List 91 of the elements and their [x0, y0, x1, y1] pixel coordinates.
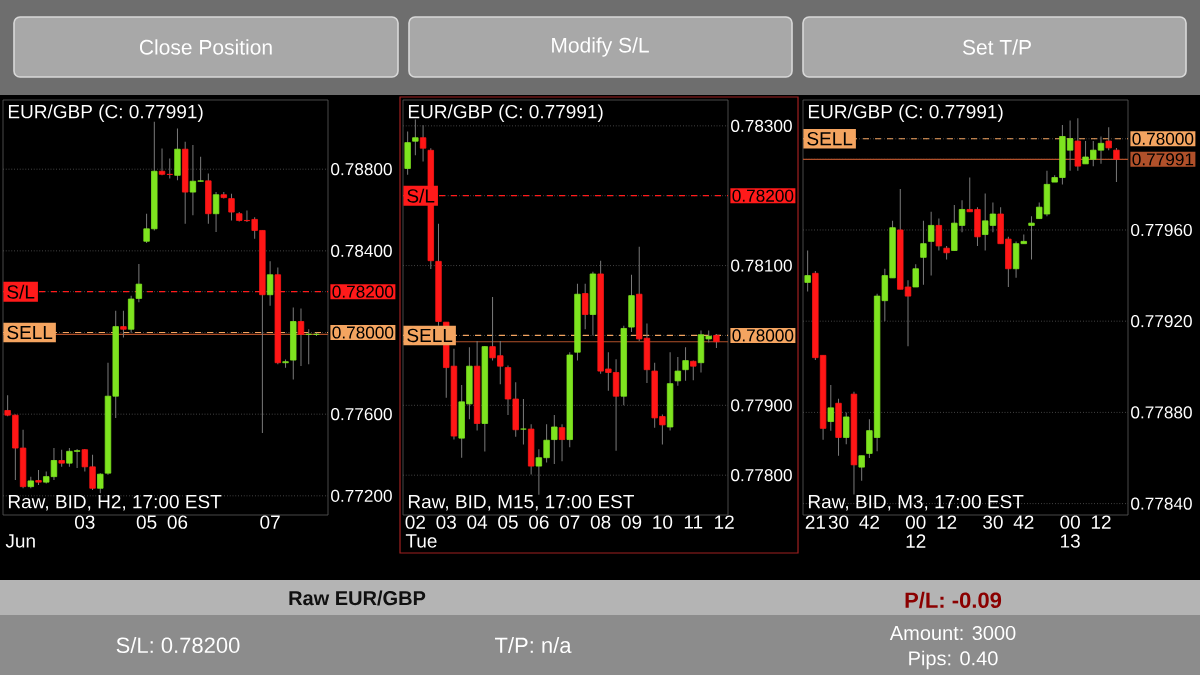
x-tick-label: 06: [167, 515, 188, 529]
annotation: Raw, BID, M3, 17:00 EST: [808, 494, 1024, 511]
x-tick-label: 00: [1060, 515, 1080, 529]
y-tick-label: 0.77600: [331, 408, 392, 421]
y-tick-label: 0.78100: [731, 259, 792, 272]
text: Modify S/L: [552, 37, 649, 57]
y-tick-label: 0.77200: [331, 489, 392, 502]
candlestick: [935, 218, 943, 251]
x-tick-label: 02: [405, 515, 425, 529]
text: Pips: 0.40: [909, 650, 998, 670]
ref-line-label: S/L: [7, 284, 35, 299]
candlestick: [920, 220, 927, 286]
candlestick: [674, 356, 682, 387]
text: 12: [906, 534, 926, 548]
candlestick: [582, 283, 589, 330]
x-tick-label: 12: [715, 515, 734, 529]
text: Amount: 3000: [889, 625, 1016, 641]
candlestick: [520, 398, 527, 445]
x-tick-label: 21: [805, 515, 825, 529]
y-tick-label: 0.77840: [1131, 497, 1192, 510]
y-tick-label: 0.78200: [732, 189, 794, 202]
candlestick: [1105, 126, 1112, 151]
text: Close Position: [139, 39, 272, 55]
candlestick: [1113, 147, 1120, 183]
candlestick: [551, 414, 558, 465]
y-tick-label: 0.78000: [1132, 132, 1194, 145]
candlestick: [419, 124, 427, 162]
candlestick: [212, 191, 220, 233]
candlestick: [228, 193, 235, 221]
candlestick: [927, 211, 935, 277]
annotation: Raw, BID, M15, 17:00 EST: [408, 494, 634, 511]
y-tick-label: 0.77900: [731, 399, 792, 412]
x-tick-label: 12: [1091, 515, 1111, 529]
x-axis-title: Jun: [5, 534, 35, 548]
x-tick-label: 05: [136, 515, 157, 529]
chart-title: EUR/GBP (C: 0.77991): [808, 104, 1003, 123]
text: T/P: n/a: [494, 636, 572, 654]
candlestick: [843, 411, 850, 445]
candlestick: [412, 119, 419, 156]
candlestick: [120, 310, 127, 339]
x-tick-label: 03: [436, 515, 456, 529]
y-tick-label: 0.77880: [1131, 406, 1192, 419]
text: Set T/P: [962, 39, 1031, 55]
candlestick: [1028, 215, 1035, 261]
y-tick-label: 0.78000: [332, 326, 394, 339]
x-axis-title: Tue: [405, 534, 437, 548]
x-tick-label: 42: [1013, 515, 1034, 529]
candlestick: [266, 260, 274, 307]
x-tick-label: 11: [684, 515, 703, 529]
text: P/L: -0.09: [905, 591, 1002, 609]
candlestick: [827, 384, 834, 432]
x-tick-label: 09: [621, 515, 642, 529]
annotation: Raw, BID, H2, 17:00 EST: [8, 494, 222, 511]
x-tick-label: 10: [653, 515, 673, 529]
text: S/L: 0.78200: [116, 636, 240, 654]
x-tick-label: 30: [828, 515, 849, 529]
x-tick-label: 03: [75, 515, 95, 529]
ref-line-label: SELL: [7, 325, 53, 340]
ref-line-label: S/L: [407, 188, 435, 203]
y-tick-label: 0.78300: [731, 119, 792, 132]
chart-title: EUR/GBP (C: 0.77991): [408, 104, 603, 123]
y-tick-label: 0.77920: [1131, 315, 1192, 328]
x-tick-label: 06: [529, 515, 549, 529]
candlestick: [912, 263, 919, 288]
x-tick-label: 05: [498, 515, 518, 529]
candlestick: [558, 423, 566, 462]
candlestick: [804, 250, 811, 293]
text: Raw EUR/GBP: [289, 590, 426, 606]
y-tick-label: 0.77800: [731, 469, 792, 482]
x-tick-label: 07: [559, 515, 580, 529]
chart-title: EUR/GBP (C: 0.77991): [8, 104, 203, 123]
y-tick-label: 0.78200: [332, 285, 394, 298]
ref-line-label: SELL: [407, 328, 453, 343]
x-tick-label: 00: [905, 515, 926, 529]
y-tick-label: 0.78400: [331, 244, 392, 257]
y-tick-label: 0.78000: [732, 329, 794, 342]
candlestick: [297, 307, 305, 367]
candlestick: [682, 346, 689, 382]
y-tick-label: 0.77991: [1132, 153, 1194, 166]
x-tick-label: 07: [260, 515, 280, 529]
candlestick: [858, 455, 865, 482]
candlestick: [97, 472, 104, 494]
text: 13: [1060, 534, 1080, 548]
y-tick-label: 0.78800: [331, 163, 392, 176]
x-tick-label: 08: [590, 515, 611, 529]
y-tick-label: 0.77960: [1131, 223, 1192, 237]
x-tick-label: 42: [859, 515, 880, 529]
x-tick-label: 04: [467, 515, 488, 529]
x-tick-label: 30: [983, 515, 1003, 529]
x-tick-label: 12: [937, 515, 957, 529]
ref-line-label: SELL: [807, 132, 853, 146]
